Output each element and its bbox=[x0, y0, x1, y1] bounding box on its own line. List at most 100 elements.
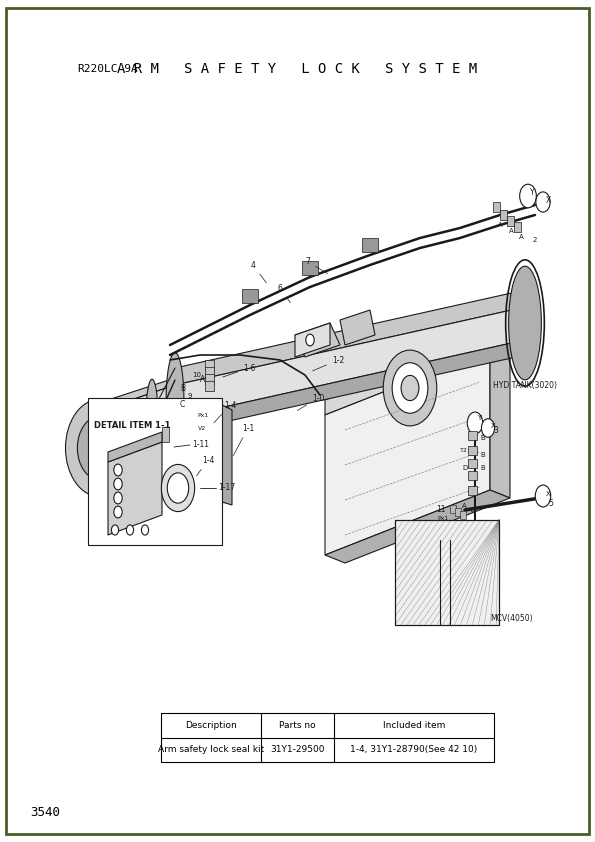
Text: 7: 7 bbox=[306, 258, 328, 274]
Text: 6: 6 bbox=[277, 284, 290, 303]
Circle shape bbox=[401, 376, 419, 401]
Text: Y: Y bbox=[530, 188, 535, 196]
Bar bbox=[205, 381, 214, 391]
Text: C: C bbox=[470, 507, 475, 513]
Bar bbox=[455, 509, 461, 516]
Circle shape bbox=[166, 419, 184, 445]
Circle shape bbox=[183, 472, 191, 484]
Circle shape bbox=[183, 458, 191, 470]
Text: 1-0: 1-0 bbox=[298, 393, 324, 411]
Text: R220LC-9A: R220LC-9A bbox=[77, 64, 138, 74]
Polygon shape bbox=[175, 340, 525, 433]
Text: Y: Y bbox=[477, 415, 481, 421]
Bar bbox=[468, 471, 477, 480]
Text: D: D bbox=[462, 465, 467, 471]
Circle shape bbox=[114, 492, 122, 504]
Bar bbox=[468, 486, 477, 495]
Polygon shape bbox=[340, 310, 375, 345]
Text: B: B bbox=[480, 465, 485, 471]
Ellipse shape bbox=[146, 379, 158, 450]
Polygon shape bbox=[175, 307, 525, 418]
Text: X: X bbox=[546, 491, 551, 497]
Bar bbox=[395, 520, 499, 625]
Text: Parts no: Parts no bbox=[279, 721, 315, 730]
Circle shape bbox=[119, 432, 131, 449]
Polygon shape bbox=[148, 420, 222, 532]
Text: Description: Description bbox=[185, 721, 236, 730]
Text: C: C bbox=[180, 399, 185, 408]
Circle shape bbox=[114, 506, 122, 518]
Text: 1-11: 1-11 bbox=[192, 440, 209, 449]
Circle shape bbox=[77, 416, 123, 480]
Polygon shape bbox=[175, 290, 525, 385]
Polygon shape bbox=[148, 405, 222, 450]
Bar bbox=[302, 261, 318, 275]
Ellipse shape bbox=[166, 353, 184, 450]
Text: MCV(4050): MCV(4050) bbox=[490, 614, 533, 622]
Circle shape bbox=[161, 465, 195, 512]
Text: Included item: Included item bbox=[383, 721, 445, 730]
Polygon shape bbox=[325, 335, 490, 415]
Bar bbox=[205, 374, 214, 384]
Circle shape bbox=[519, 184, 536, 208]
Polygon shape bbox=[108, 385, 175, 442]
Bar bbox=[362, 237, 378, 252]
Text: B: B bbox=[480, 452, 485, 458]
Bar bbox=[242, 289, 258, 303]
Text: 9: 9 bbox=[187, 393, 192, 399]
Circle shape bbox=[481, 418, 494, 437]
Text: B: B bbox=[180, 383, 185, 392]
Text: 3: 3 bbox=[493, 425, 498, 434]
Bar bbox=[205, 360, 214, 370]
Text: A: A bbox=[498, 222, 503, 228]
Text: 3540: 3540 bbox=[30, 806, 60, 819]
Circle shape bbox=[306, 334, 314, 346]
Circle shape bbox=[114, 478, 122, 490]
Circle shape bbox=[142, 525, 149, 535]
Text: 31Y1-29500: 31Y1-29500 bbox=[270, 745, 324, 754]
Bar bbox=[468, 459, 477, 468]
Circle shape bbox=[383, 350, 437, 426]
Bar bbox=[205, 367, 214, 377]
Polygon shape bbox=[108, 378, 175, 408]
Polygon shape bbox=[108, 442, 162, 535]
Circle shape bbox=[536, 192, 550, 212]
Circle shape bbox=[392, 363, 428, 413]
Polygon shape bbox=[108, 432, 162, 462]
Text: DETAIL ITEM 1-1: DETAIL ITEM 1-1 bbox=[94, 420, 171, 429]
Text: B: B bbox=[480, 435, 485, 441]
Text: 5: 5 bbox=[548, 498, 553, 508]
Text: V2: V2 bbox=[198, 425, 206, 430]
Text: 1-4, 31Y1-28790(See 42 10): 1-4, 31Y1-28790(See 42 10) bbox=[350, 745, 478, 754]
Bar bbox=[500, 210, 507, 220]
Circle shape bbox=[156, 455, 167, 470]
Text: 10: 10 bbox=[192, 372, 201, 378]
Text: T2: T2 bbox=[460, 447, 468, 452]
Text: 1-17: 1-17 bbox=[218, 482, 235, 492]
Text: A: A bbox=[509, 228, 513, 234]
Text: Px1: Px1 bbox=[197, 413, 208, 418]
Circle shape bbox=[119, 461, 131, 478]
Bar bbox=[514, 222, 521, 232]
Bar bbox=[450, 505, 456, 513]
Bar bbox=[468, 445, 477, 455]
Polygon shape bbox=[325, 490, 510, 563]
Text: 2: 2 bbox=[533, 237, 537, 243]
Text: X: X bbox=[491, 423, 496, 429]
Text: A: A bbox=[200, 376, 205, 385]
Circle shape bbox=[156, 503, 167, 518]
Text: Arm safety lock seal kit: Arm safety lock seal kit bbox=[158, 745, 264, 754]
Text: A: A bbox=[462, 503, 466, 509]
Polygon shape bbox=[222, 405, 232, 505]
Text: Px1: Px1 bbox=[437, 515, 448, 520]
Text: A R M   S A F E T Y   L O C K   S Y S T E M: A R M S A F E T Y L O C K S Y S T E M bbox=[117, 62, 478, 76]
Text: X: X bbox=[546, 195, 551, 205]
Circle shape bbox=[65, 399, 134, 497]
Text: 1-1: 1-1 bbox=[233, 424, 254, 456]
Circle shape bbox=[89, 433, 111, 463]
Circle shape bbox=[536, 485, 551, 507]
Circle shape bbox=[467, 412, 483, 434]
Bar bbox=[493, 202, 500, 212]
Circle shape bbox=[156, 487, 167, 502]
Circle shape bbox=[114, 464, 122, 476]
